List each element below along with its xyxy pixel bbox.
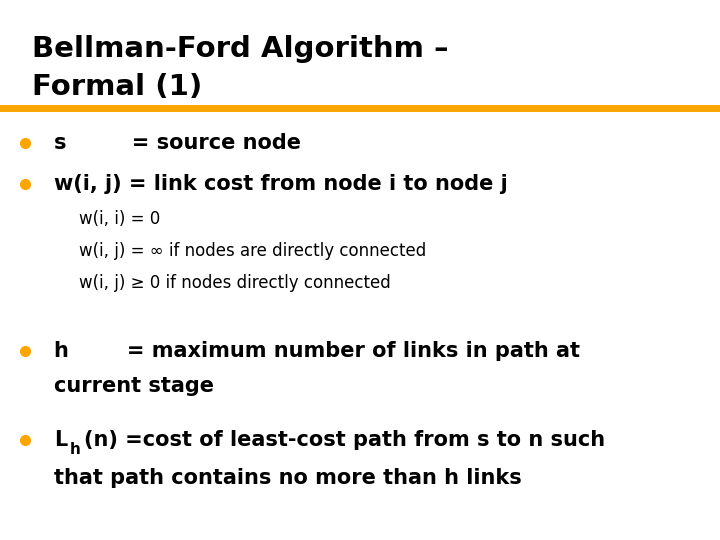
- Text: that path contains no more than h links: that path contains no more than h links: [54, 468, 522, 488]
- Text: h: h: [70, 442, 81, 457]
- Text: (n) =cost of least-cost path from s to n such: (n) =cost of least-cost path from s to n…: [84, 430, 606, 450]
- Text: w(i, j) ≥ 0 if nodes directly connected: w(i, j) ≥ 0 if nodes directly connected: [79, 274, 391, 293]
- Text: current stage: current stage: [54, 376, 214, 396]
- Text: w(i, i) = 0: w(i, i) = 0: [79, 210, 161, 228]
- Text: w(i, j) = ∞ if nodes are directly connected: w(i, j) = ∞ if nodes are directly connec…: [79, 242, 426, 260]
- Text: h        = maximum number of links in path at: h = maximum number of links in path at: [54, 341, 580, 361]
- Text: w(i, j) = link cost from node i to node j: w(i, j) = link cost from node i to node …: [54, 173, 508, 194]
- Text: L: L: [54, 430, 67, 450]
- Text: Bellman-Ford Algorithm –: Bellman-Ford Algorithm –: [32, 35, 449, 63]
- Text: Formal (1): Formal (1): [32, 73, 202, 101]
- Text: s         = source node: s = source node: [54, 133, 301, 153]
